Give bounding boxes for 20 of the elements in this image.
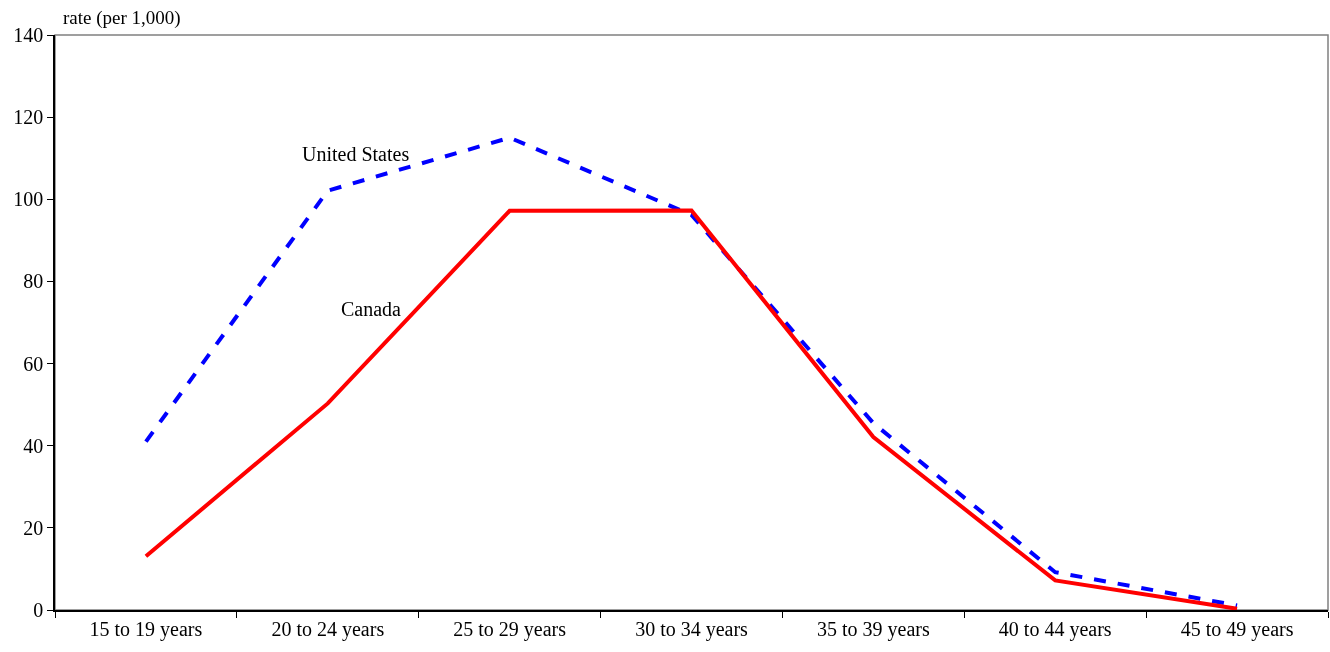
x-tick-label: 15 to 19 years <box>89 617 203 641</box>
y-tick-label: 40 <box>23 434 44 457</box>
y-tick-label: 0 <box>33 599 44 621</box>
series-label: United States <box>302 143 410 165</box>
y-tick-label: 120 <box>13 106 44 129</box>
y-axis-title: rate (per 1,000) <box>63 7 181 29</box>
x-tick-label: 35 to 39 years <box>816 617 930 641</box>
y-tick-label: 80 <box>23 270 44 293</box>
line-series <box>143 135 1240 608</box>
x-tick-label: 40 to 44 years <box>998 617 1112 641</box>
x-tick-label: 30 to 34 years <box>635 617 749 641</box>
y-tick-label: 60 <box>23 352 44 375</box>
y-tick-label: 140 <box>13 24 44 46</box>
series-label: Canada <box>341 298 402 320</box>
x-tick-label: 45 to 49 years <box>1180 617 1294 641</box>
line-series <box>143 208 1240 610</box>
y-tick-label: 20 <box>23 516 44 539</box>
y-tick-label: 100 <box>13 188 44 211</box>
x-tick-label: 20 to 24 years <box>271 617 385 641</box>
x-tick-label: 25 to 29 years <box>453 617 567 641</box>
